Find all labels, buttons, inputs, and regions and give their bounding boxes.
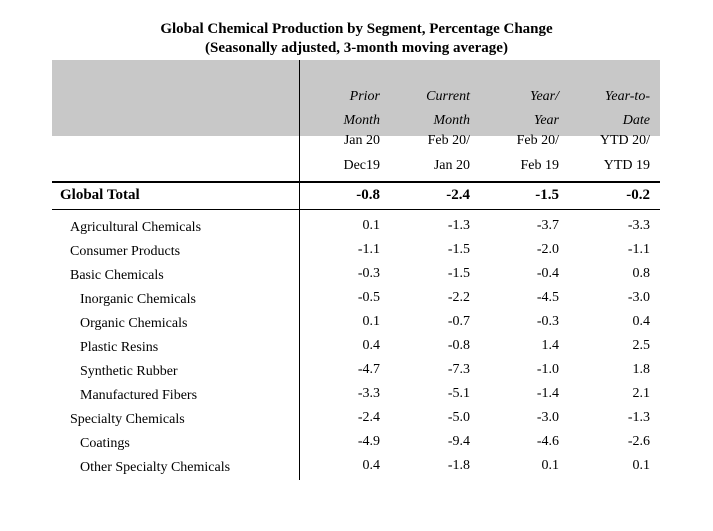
- header-line: Dec19: [343, 158, 380, 173]
- row-label: Agricultural Chemicals: [70, 220, 202, 235]
- header-line: Jan 20: [343, 133, 380, 148]
- cell-value: 0.1: [632, 458, 651, 473]
- cell-value: -3.0: [627, 290, 650, 305]
- cell-value: 0.1: [541, 458, 560, 473]
- cell-value: -1.3: [627, 410, 650, 425]
- cell-value: -4.7: [357, 362, 380, 377]
- cell-value: -1.5: [447, 242, 470, 257]
- header-line: Year/: [529, 89, 559, 104]
- cell-value: -2.2: [447, 290, 470, 305]
- cell-value: -0.8: [447, 338, 470, 353]
- cell-value: -7.3: [447, 362, 470, 377]
- header-line: YTD 19: [603, 158, 650, 173]
- cell-value: -1.8: [447, 458, 470, 473]
- cell-value: 0.4: [362, 338, 381, 353]
- cell-value: -5.0: [447, 410, 470, 425]
- cell-value: -0.2: [626, 187, 650, 203]
- header-line: Year-to-: [604, 89, 650, 104]
- total-rule: [52, 209, 660, 210]
- cell-value: -3.3: [357, 386, 380, 401]
- cell-value: 0.1: [362, 218, 381, 233]
- cell-value: 0.4: [632, 314, 651, 329]
- row-label: Organic Chemicals: [80, 316, 188, 331]
- header-line: Feb 19: [520, 158, 560, 173]
- cell-value: -0.3: [357, 266, 380, 281]
- cell-value: -0.7: [447, 314, 470, 329]
- cell-value: -3.7: [536, 218, 559, 233]
- cell-value: 0.8: [632, 266, 651, 281]
- cell-value: 0.4: [362, 458, 381, 473]
- header-rule: [52, 181, 660, 183]
- cell-value: -5.1: [447, 386, 470, 401]
- header-line: Feb 20/: [427, 133, 470, 148]
- row-label: Consumer Products: [70, 244, 181, 259]
- cell-value: -9.4: [447, 434, 470, 449]
- row-label: Other Specialty Chemicals: [80, 460, 231, 475]
- cell-value: -0.5: [357, 290, 380, 305]
- cell-value: 1.4: [541, 338, 560, 353]
- cell-value: -2.4: [446, 187, 470, 203]
- cell-value: -0.4: [536, 266, 559, 281]
- row-label: Coatings: [80, 436, 130, 451]
- cell-value: -3.0: [536, 410, 559, 425]
- cell-value: -0.8: [356, 187, 380, 203]
- cell-value: -4.6: [536, 434, 559, 449]
- column-divider: [299, 60, 300, 480]
- cell-value: -4.9: [357, 434, 380, 449]
- row-label: Synthetic Rubber: [80, 364, 178, 379]
- row-label: Global Total: [60, 187, 140, 203]
- cell-value: -2.6: [627, 434, 650, 449]
- cell-value: -1.4: [536, 386, 559, 401]
- header-line: Current: [426, 89, 470, 104]
- header-line: Jan 20: [433, 158, 470, 173]
- cell-value: 2.1: [632, 386, 651, 401]
- header-line: Feb 20/: [516, 133, 559, 148]
- row-label: Basic Chemicals: [70, 268, 164, 283]
- table-title: Global Chemical Production by Segment, P…: [160, 21, 553, 37]
- cell-value: -1.0: [536, 362, 559, 377]
- row-label: Manufactured Fibers: [80, 388, 198, 403]
- row-label: Specialty Chemicals: [70, 412, 185, 427]
- cell-value: -4.5: [536, 290, 559, 305]
- cell-value: -0.3: [536, 314, 559, 329]
- cell-value: 0.1: [362, 314, 381, 329]
- header-line: Month: [433, 113, 470, 128]
- cell-value: -1.5: [447, 266, 470, 281]
- cell-value: 1.8: [632, 362, 651, 377]
- row-label: Inorganic Chemicals: [80, 292, 196, 307]
- table-subtitle: (Seasonally adjusted, 3-month moving ave…: [205, 40, 508, 56]
- cell-value: -3.3: [627, 218, 650, 233]
- header-line: Year: [533, 113, 559, 128]
- cell-value: -2.0: [536, 242, 559, 257]
- cell-value: -2.4: [357, 410, 380, 425]
- header-line: Month: [343, 113, 380, 128]
- header-shading: [52, 60, 660, 136]
- header-line: Prior: [349, 89, 380, 104]
- cell-value: -1.5: [535, 187, 559, 203]
- cell-value: -1.1: [357, 242, 380, 257]
- header-line: YTD 20/: [599, 133, 650, 148]
- header-line: Date: [622, 113, 650, 128]
- cell-value: 2.5: [632, 338, 651, 353]
- cell-value: -1.1: [627, 242, 650, 257]
- cell-value: -1.3: [447, 218, 470, 233]
- row-label: Plastic Resins: [80, 340, 159, 355]
